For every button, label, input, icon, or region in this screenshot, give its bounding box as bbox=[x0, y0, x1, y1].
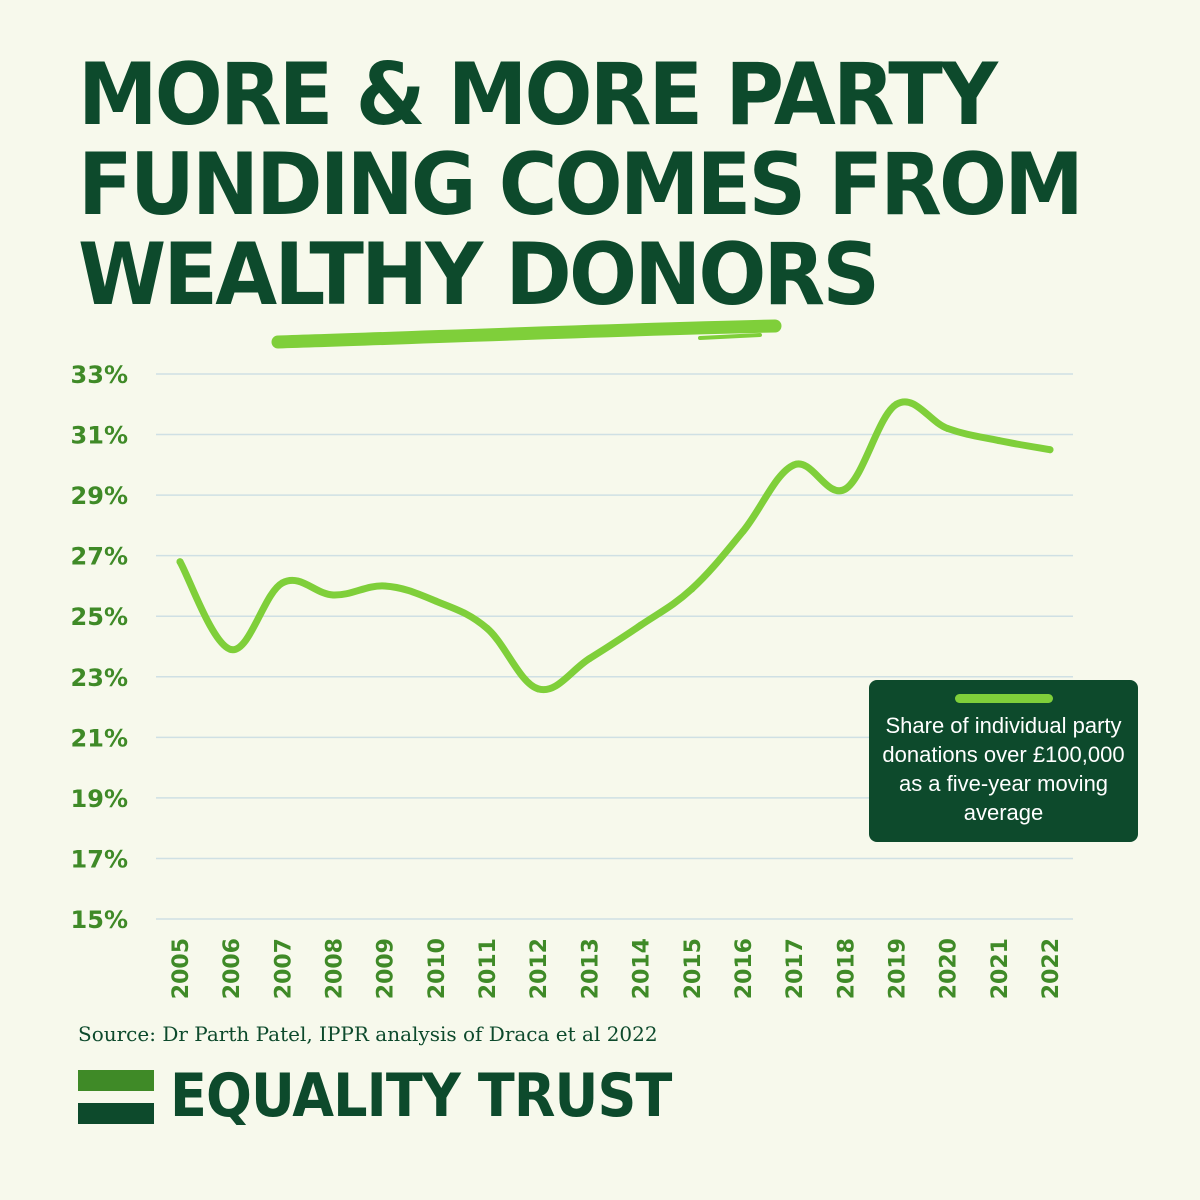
y-tick-label: 21% bbox=[71, 724, 128, 752]
title-line: MORE & MORE PARTY bbox=[78, 45, 998, 145]
x-tick-label: 2019 bbox=[885, 938, 910, 999]
line-chart: 33%31%29%27%25%23%21%19%17%15% 2005 2006 2… bbox=[71, 361, 1073, 999]
x-tick-label: 2013 bbox=[578, 938, 603, 999]
x-tick-label: 2018 bbox=[834, 938, 859, 999]
x-tick-label: 2006 bbox=[220, 938, 245, 999]
x-tick-label: 2009 bbox=[374, 938, 399, 999]
data-point bbox=[381, 582, 389, 590]
series-line bbox=[176, 398, 1054, 694]
y-tick-label: 25% bbox=[71, 603, 128, 631]
logo-bar bbox=[78, 1070, 154, 1091]
y-tick-label: 31% bbox=[71, 422, 128, 450]
data-point bbox=[790, 461, 798, 469]
x-tick-label: 2020 bbox=[937, 938, 962, 999]
data-point bbox=[892, 400, 900, 408]
logo-bar bbox=[78, 1103, 154, 1124]
y-tick-label: 33% bbox=[71, 361, 128, 389]
data-point bbox=[483, 624, 491, 632]
data-point bbox=[637, 621, 645, 629]
x-axis: 2005 2006 2007 2008 2009 2010 2011 2012 2013 2014… bbox=[169, 938, 1064, 999]
equality-trust-logo-icon bbox=[78, 1070, 154, 1124]
series-layer bbox=[176, 398, 1054, 694]
data-point bbox=[176, 558, 184, 566]
title-line: WEALTHY DONORS bbox=[78, 225, 880, 325]
data-point bbox=[330, 591, 338, 599]
y-tick-label: 15% bbox=[71, 906, 128, 934]
x-tick-label: 2012 bbox=[527, 938, 552, 999]
chart-legend: Share of individual party donations over… bbox=[869, 680, 1138, 842]
x-tick-label: 2021 bbox=[988, 938, 1013, 999]
y-tick-label: 27% bbox=[71, 543, 128, 571]
data-point bbox=[739, 527, 747, 535]
x-tick-label: 2008 bbox=[323, 938, 348, 999]
x-tick-label: 2005 bbox=[169, 938, 194, 999]
x-tick-label: 2007 bbox=[271, 938, 296, 999]
data-point bbox=[534, 685, 542, 693]
data-point bbox=[227, 646, 235, 654]
data-point bbox=[432, 597, 440, 605]
y-tick-label: 29% bbox=[71, 482, 128, 510]
page-title: MORE & MORE PARTY FUNDING COMES FROM WEA… bbox=[78, 45, 1084, 325]
x-tick-label: 2016 bbox=[732, 938, 757, 999]
data-point bbox=[1046, 446, 1054, 454]
x-tick-label: 2022 bbox=[1039, 938, 1064, 999]
data-point bbox=[688, 585, 696, 593]
title-line: FUNDING COMES FROM bbox=[78, 135, 1084, 235]
legend-label: Share of individual party donations over… bbox=[882, 713, 1125, 825]
legend-swatch bbox=[954, 694, 1053, 703]
source-note: Source: Dr Parth Patel, IPPR analysis of… bbox=[78, 1022, 658, 1046]
data-point bbox=[585, 655, 593, 663]
data-point bbox=[841, 485, 849, 493]
brand-name: EQUALITY TRUST bbox=[170, 1061, 672, 1131]
y-tick-label: 17% bbox=[71, 845, 128, 873]
x-tick-label: 2015 bbox=[681, 938, 706, 999]
y-tick-label: 23% bbox=[71, 664, 128, 692]
x-tick-label: 2010 bbox=[425, 938, 450, 999]
y-tick-label: 19% bbox=[71, 785, 128, 813]
x-tick-label: 2017 bbox=[783, 938, 808, 999]
data-point bbox=[944, 425, 952, 432]
y-axis: 33% 31% 29% 27% 25% 23% 21% 19% 17% 15% bbox=[71, 361, 128, 934]
data-point bbox=[278, 579, 286, 587]
data-point bbox=[995, 437, 1003, 445]
title-underline-stroke bbox=[271, 319, 782, 349]
x-tick-label: 2011 bbox=[476, 938, 501, 999]
x-tick-label: 2014 bbox=[630, 938, 655, 999]
